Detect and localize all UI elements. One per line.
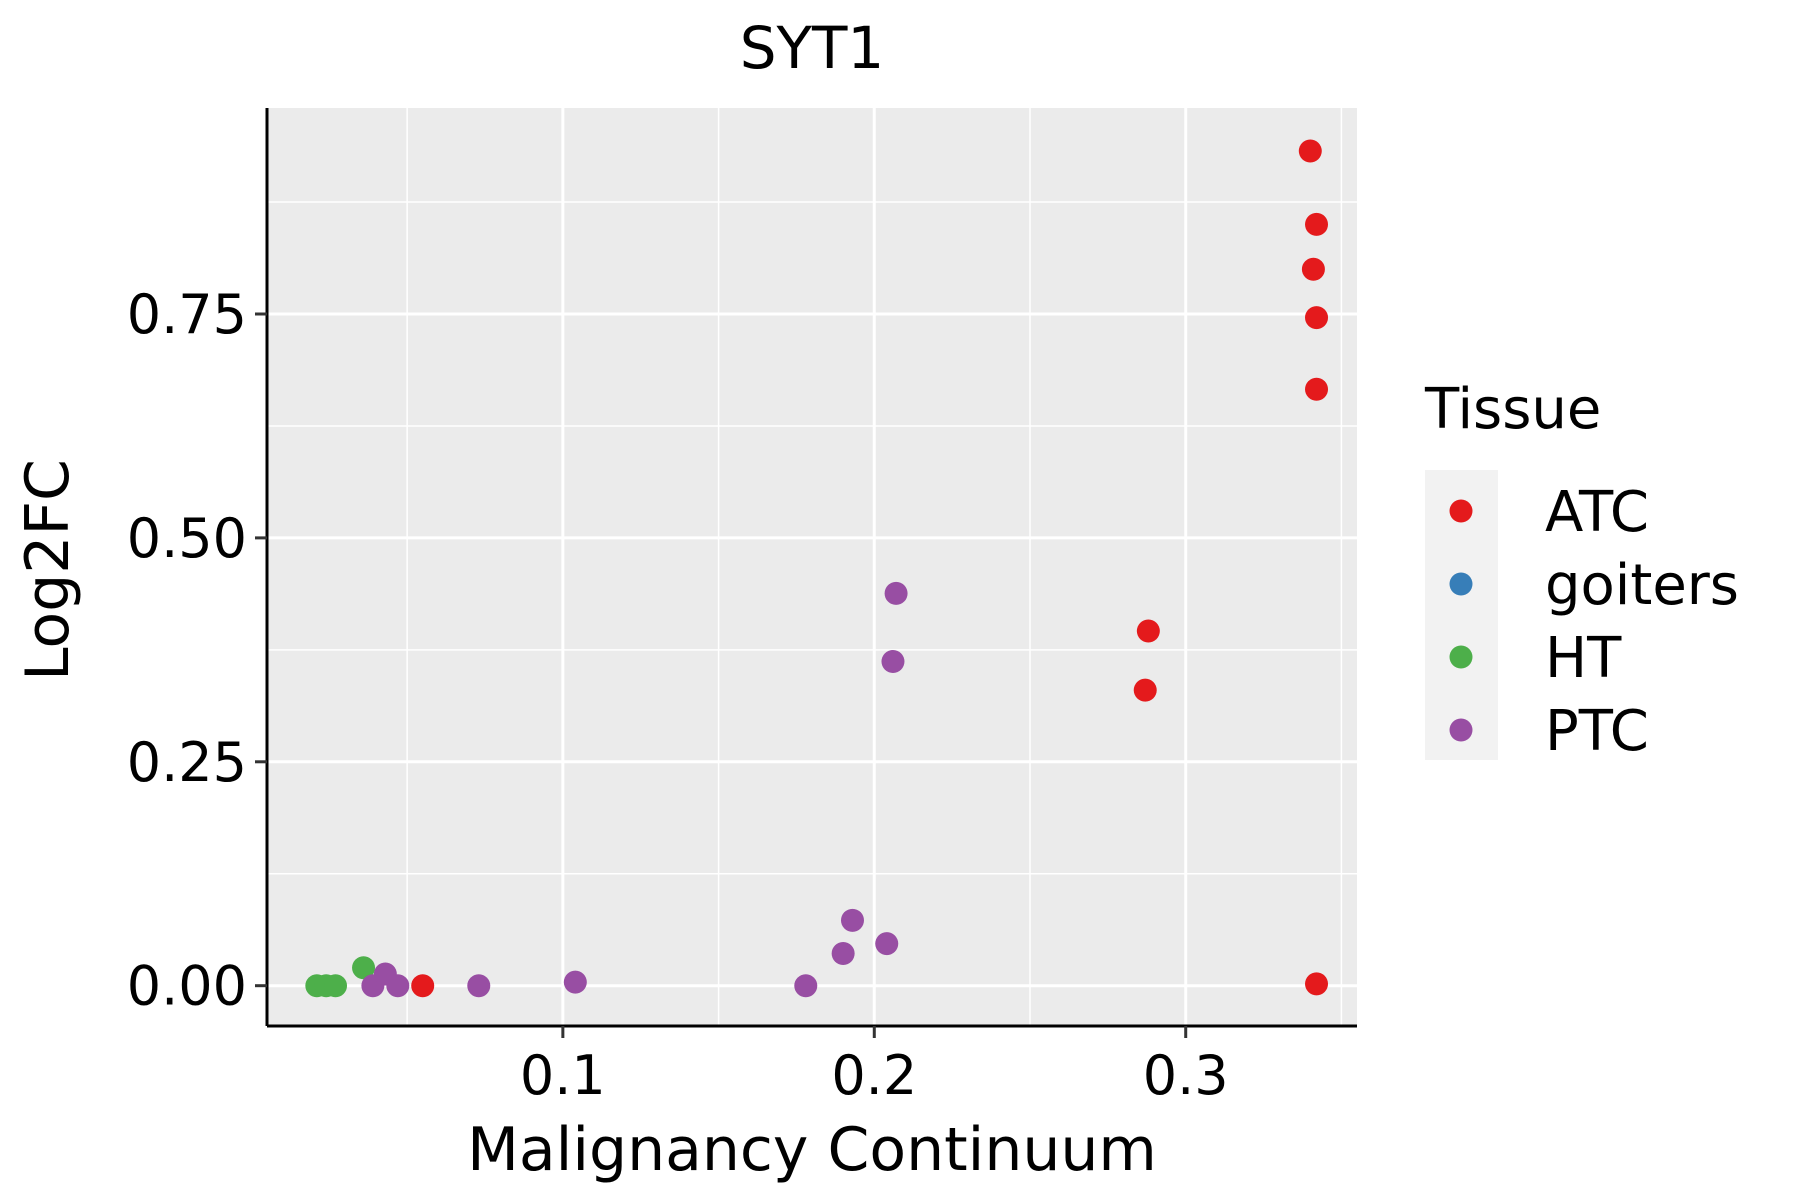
point-ptc: [881, 649, 905, 673]
chart-title: SYT1: [740, 14, 885, 82]
point-ht: [324, 974, 348, 998]
point-atc: [1136, 619, 1160, 643]
point-atc: [1305, 212, 1329, 236]
x-tick-label: 0.3: [1143, 1044, 1229, 1107]
legend-label-goiters: goiters: [1545, 553, 1739, 618]
legend: Tissue ATC goiters HT PTC: [1424, 377, 1739, 764]
point-atc: [411, 974, 435, 998]
legend-label-atc: ATC: [1545, 480, 1649, 545]
x-tick-label: 0.2: [831, 1044, 917, 1107]
point-ptc: [884, 581, 908, 605]
y-axis-ticks: 0.00 0.25 0.50 0.75: [127, 283, 267, 1018]
plot-panel: [267, 108, 1357, 1026]
point-ptc: [563, 970, 587, 994]
point-ptc: [794, 974, 818, 998]
x-axis-title: Malignancy Continuum: [467, 1115, 1157, 1185]
point-ptc: [467, 974, 491, 998]
legend-key-goiters: [1449, 572, 1473, 596]
data-points: [305, 139, 1329, 998]
legend-key-ht: [1449, 645, 1473, 669]
y-tick-label: 0.25: [127, 731, 247, 794]
legend-key-ptc: [1449, 718, 1473, 742]
y-axis-title: Log2FC: [13, 459, 83, 681]
x-tick-label: 0.1: [520, 1044, 606, 1107]
major-gridlines: [267, 108, 1357, 1026]
y-tick-label: 0.75: [127, 283, 247, 346]
point-ptc: [831, 941, 855, 965]
point-atc: [1305, 306, 1329, 330]
point-atc: [1133, 678, 1157, 702]
x-axis-ticks: 0.1 0.2 0.3: [520, 1026, 1229, 1107]
point-ptc: [840, 908, 864, 932]
y-tick-label: 0.00: [127, 955, 247, 1018]
point-atc: [1305, 377, 1329, 401]
point-ptc: [386, 974, 410, 998]
point-atc: [1301, 257, 1325, 281]
point-atc: [1305, 972, 1329, 996]
point-atc: [1298, 139, 1322, 163]
legend-label-ptc: PTC: [1545, 699, 1649, 764]
minor-gridlines: [267, 108, 1357, 1026]
legend-title: Tissue: [1424, 377, 1601, 442]
legend-label-ht: HT: [1545, 626, 1622, 691]
y-tick-label: 0.50: [127, 507, 247, 570]
point-ptc: [875, 932, 899, 956]
point-ht: [352, 956, 376, 980]
legend-key-atc: [1449, 499, 1473, 523]
